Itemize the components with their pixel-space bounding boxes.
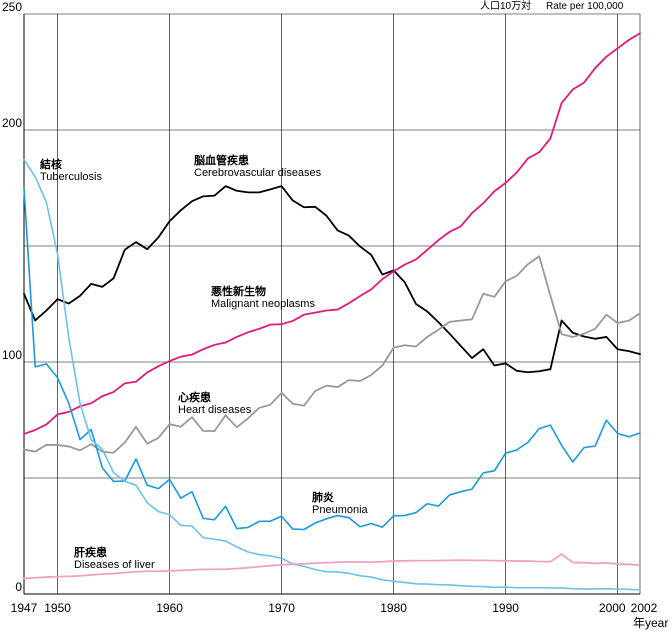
label-cerebrovascular-ja: 脳血管疾患	[194, 153, 249, 167]
label-heart-ja: 心疾患	[178, 390, 211, 404]
label-tuberculosis-en: Tuberculosis	[40, 171, 102, 183]
series-line-heart-diseases	[23, 255, 641, 454]
label-heart-en: Heart diseases	[178, 404, 252, 416]
x-tick-label-1960: 1960	[156, 601, 183, 615]
x-tick-label-2002: 2002	[631, 601, 658, 615]
x-axis-unit-ja: 年	[633, 616, 645, 630]
y-tick-label-100: 100	[2, 348, 22, 362]
series-line-pneumonia	[23, 187, 641, 531]
series-line-liver-diseases	[23, 553, 641, 580]
label-liver-en: Diseases of liver	[74, 559, 155, 571]
y-tick-labels: 0 100 200 250	[2, 0, 22, 594]
x-tick-label-1950: 1950	[44, 601, 71, 615]
series-line-cerebrovascular	[23, 185, 641, 374]
x-tick-label-1947: 1947	[11, 601, 38, 615]
label-tuberculosis-ja: 結核	[40, 157, 62, 171]
grid	[24, 13, 641, 594]
label-malignant-ja: 悪性新生物	[211, 284, 266, 298]
x-tick-label-1980: 1980	[380, 601, 407, 615]
series-line-tuberculosis	[23, 158, 641, 591]
series-line-malignant-neoplasms	[23, 32, 641, 435]
axes	[23, 14, 640, 595]
x-tick-labels: 1947 1950 1960 1970 1980 1990 2000 2002	[11, 601, 658, 615]
x-axis-unit-en: year	[645, 616, 668, 630]
y-tick-label-0: 0	[15, 580, 22, 594]
label-liver-ja: 肝疾患	[74, 545, 107, 559]
label-pneumonia-en: Pneumonia	[312, 504, 369, 516]
y-tick-label-250: 250	[2, 0, 22, 14]
label-cerebrovascular-en: Cerebrovascular diseases	[194, 167, 322, 179]
series-lines	[23, 32, 641, 591]
x-tick-label-1970: 1970	[268, 601, 295, 615]
y-tick-label-200: 200	[2, 116, 22, 130]
label-pneumonia-ja: 肺炎	[312, 490, 334, 504]
unit-label-ja: 人口10万対	[480, 0, 531, 12]
label-malignant-en: Malignant neoplasms	[211, 298, 315, 310]
x-tick-label-2000: 2000	[599, 601, 626, 615]
unit-label-en: Rate per 100,000	[546, 1, 624, 12]
x-tick-label-1990: 1990	[492, 601, 519, 615]
